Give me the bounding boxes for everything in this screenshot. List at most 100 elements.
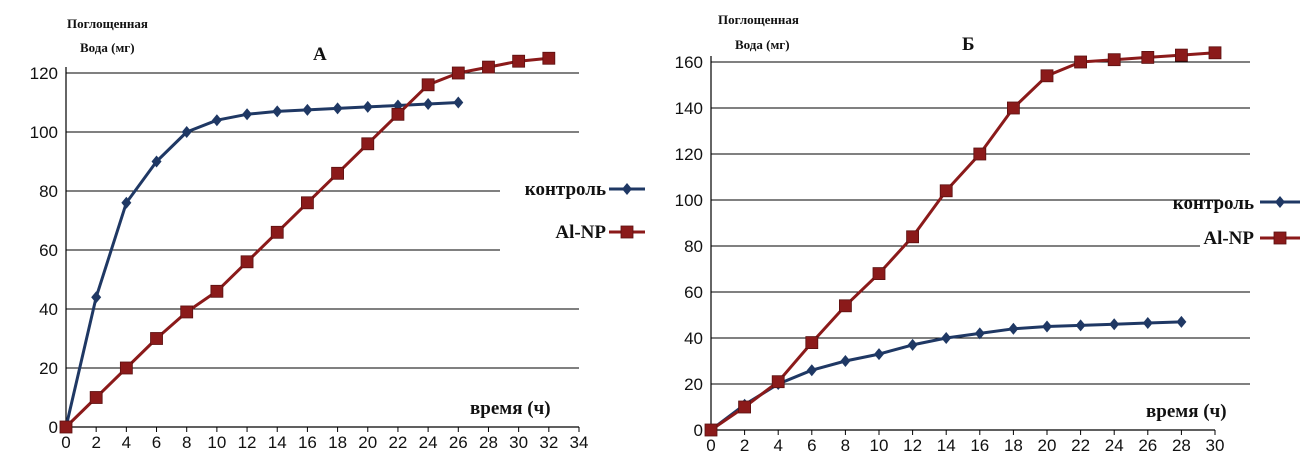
chart-a-series-control-point: [151, 155, 162, 168]
legend-marker-symbol: [1273, 231, 1287, 245]
chart-b-series-control-point: [941, 332, 952, 344]
chart-b-series-control-point: [1075, 319, 1086, 332]
chart-a-x-tick-label: 10: [207, 433, 226, 452]
chart-b-y-title-line2: Вода (мг): [735, 37, 790, 52]
chart-a-y-tick-label: 20: [39, 359, 58, 378]
chart-a-x-tick-label: 8: [182, 433, 191, 452]
chart-a-x-tick-label: 16: [298, 433, 317, 452]
chart-b-x-tick-label: 0: [706, 436, 715, 455]
chart-a-series-control-point: [332, 102, 343, 115]
chart-b-series: [704, 46, 1222, 437]
chart-b-series-alnp-point: [1006, 101, 1020, 115]
chart-a-x-tick-label: 12: [238, 433, 257, 452]
chart-a-series-control-point: [362, 100, 373, 113]
chart-a-x-tick-label: 34: [570, 433, 589, 452]
chart-a-x-tick-label: 22: [388, 433, 407, 452]
chart-b-series-alnp-point: [771, 375, 785, 389]
chart-b-y-tick-label: 60: [684, 283, 703, 302]
chart-b-y-tick-label: 160: [675, 53, 703, 72]
chart-b-series-alnp-point: [838, 299, 852, 313]
chart-b-x-tick-label: 12: [903, 436, 922, 455]
chart-a-series-alnp-point: [210, 284, 224, 298]
chart-b-series-alnp-point: [704, 423, 718, 437]
chart-b-series-control-point: [806, 364, 817, 377]
chart-b-x-tick-label: 30: [1206, 436, 1225, 455]
chart-a-series-alnp-point: [421, 78, 435, 92]
legend-marker-symbol: [1275, 196, 1285, 208]
chart-a-x-tick-label: 20: [358, 433, 377, 452]
chart-b-x-tick-label: 26: [1138, 436, 1157, 455]
chart-a-y-title-line2: Вода (мг): [80, 40, 135, 55]
chart-a-series-control-point: [453, 96, 464, 109]
chart-a-title: А: [313, 44, 327, 65]
chart-a-y-title-line1: Поглощенная: [67, 16, 148, 31]
chart-b-y-tick-label: 20: [684, 375, 703, 394]
chart-b-series-control-point: [1142, 317, 1153, 330]
chart-b-y-tick-label: 100: [675, 191, 703, 210]
chart-a-grid: [66, 72, 579, 369]
chart-a-legend-label-alnp: Al-NP: [555, 222, 606, 243]
chart-a-y-tick-label: 120: [30, 64, 58, 83]
chart-b-series-alnp-point: [973, 147, 987, 161]
chart-a-series-alnp-point: [59, 420, 73, 434]
chart-b-series-alnp-point: [738, 400, 751, 414]
chart-b-series-alnp-point: [1208, 46, 1222, 60]
chart-a-x-tick-label: 4: [122, 433, 131, 452]
chart-a-series-alnp-point: [150, 332, 163, 345]
chart-b-series-control-point: [907, 338, 918, 351]
chart-b-series-control-point: [874, 348, 884, 361]
chart-b-y-tick-label: 120: [675, 145, 703, 164]
chart-a-x-tick-label: 24: [419, 433, 438, 452]
chart-b-x-tick-label: 16: [970, 436, 989, 455]
chart-a-y-tick-label: 80: [39, 182, 58, 201]
chart-b-x-tick-label: 4: [773, 436, 782, 455]
chart-a-legend-label-control: контроль: [525, 179, 606, 200]
chart-b-series-control-point: [1042, 320, 1052, 333]
chart-a-series-control-point: [423, 97, 434, 110]
chart-a-legend-marker-alnp: [609, 225, 645, 239]
chart-a-x-tick-label: 32: [539, 433, 558, 452]
chart-b-x-tick-label: 22: [1071, 436, 1090, 455]
chart-b-series-alnp-point: [1141, 51, 1155, 64]
chart-b-series-alnp-point: [872, 267, 886, 281]
chart-b-x-tick-label: 2: [740, 436, 749, 455]
chart-a-x-tick-label: 18: [328, 433, 347, 452]
legend-marker-symbol: [622, 183, 632, 195]
chart-b-x-tick-label: 6: [807, 436, 816, 455]
chart-a-series-alnp-point: [482, 60, 495, 74]
chart-a-y-tick-label: 60: [39, 241, 58, 260]
chart-b-legend-marker-control: [1260, 196, 1300, 208]
chart-a-x-title: время (ч): [470, 398, 551, 419]
chart-a-series: [59, 51, 556, 434]
chart-a-series-alnp-point: [331, 166, 344, 180]
chart-b-series-alnp-point: [1107, 53, 1121, 67]
chart-a-series-alnp-point: [180, 305, 194, 319]
chart-a-series-alnp-point: [451, 66, 465, 80]
chart-a-series-alnp-point: [240, 255, 254, 269]
chart-a-y-tick-label: 0: [49, 418, 58, 437]
chart-b-y-title-line1: Поглощенная: [718, 12, 799, 27]
chart-a-series-control-point: [242, 108, 253, 121]
chart-a-series-alnp-point: [542, 51, 556, 65]
chart-a-series-alnp-point: [361, 137, 375, 151]
chart-a-series-alnp-point: [512, 54, 526, 68]
chart-a-y-tick-label: 100: [30, 123, 58, 142]
chart-b-y-tick-label: 140: [675, 99, 703, 118]
chart-b-series-alnp-point: [1040, 69, 1054, 83]
chart-b-series-alnp-point: [805, 336, 819, 350]
chart-b-legend-marker-alnp: [1260, 231, 1300, 245]
chart-a-series-alnp-point: [270, 225, 284, 239]
chart-a-x-tick-label: 2: [91, 433, 100, 452]
chart-a-x-tick-label: 28: [479, 433, 498, 452]
chart-b-y-tick-label: 40: [684, 329, 703, 348]
chart-b-series-alnp-line: [710, 51, 1216, 432]
chart-b-y-tick-label: 80: [684, 237, 703, 256]
chart-b-series-alnp-point: [939, 184, 953, 198]
chart-a-series-control-line: [64, 101, 459, 428]
chart-b-x-tick-label: 14: [937, 436, 956, 455]
chart-b-x-tick-label: 10: [870, 436, 889, 455]
